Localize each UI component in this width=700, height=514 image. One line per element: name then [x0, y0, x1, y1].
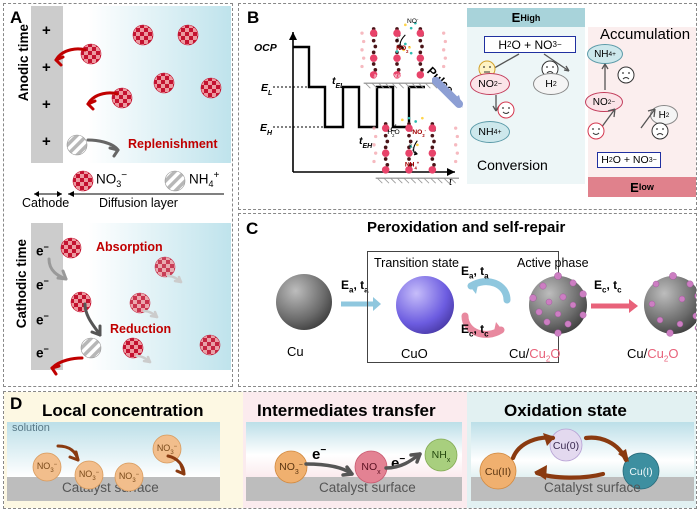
svg-text:NO-: NO-	[407, 17, 419, 26]
svg-text:NO2-: NO2-	[412, 128, 426, 138]
svg-text:H2O: H2O	[387, 129, 399, 138]
svg-text:OCP: OCP	[254, 42, 278, 54]
svg-text:Cu(I): Cu(I)	[629, 466, 652, 478]
svg-text:tEL: tEL	[332, 75, 344, 90]
svg-text:Cu(II): Cu(II)	[485, 466, 511, 478]
svg-text:NO2-: NO2-	[396, 43, 410, 53]
svg-text:accumulation: accumulation	[374, 73, 405, 79]
svg-text:EL: EL	[261, 82, 272, 97]
svg-text:EH: EH	[260, 122, 273, 137]
svg-text:k1: k1	[396, 38, 401, 46]
svg-text:NH4+: NH4+	[405, 160, 420, 170]
